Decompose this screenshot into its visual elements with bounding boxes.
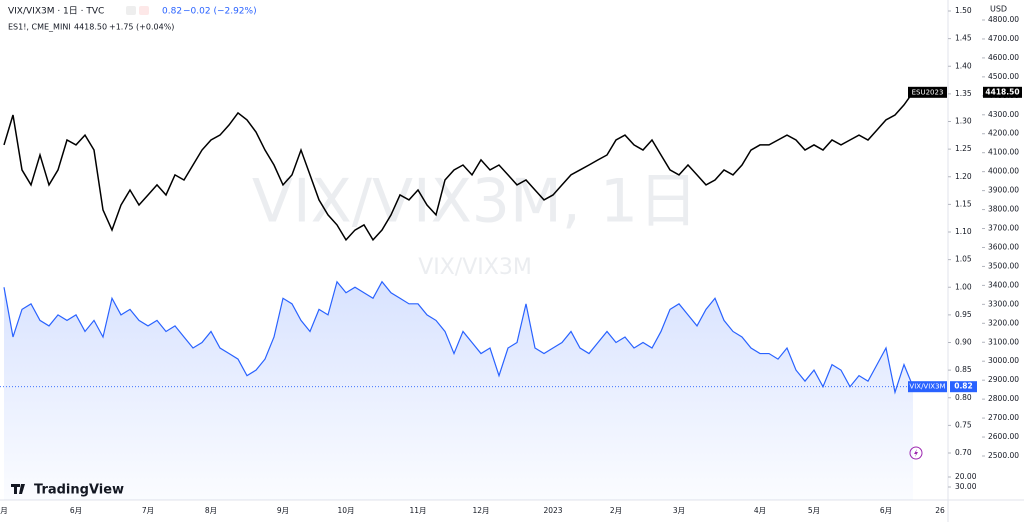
y-tick-label: 1.05 bbox=[955, 255, 972, 264]
x-tick-label: 9月 bbox=[277, 506, 289, 515]
y2-tick-label: 3500.00 bbox=[988, 261, 1019, 270]
y2-tick-label: 4800.00 bbox=[988, 15, 1019, 24]
y-tick-label: 1.45 bbox=[955, 34, 972, 43]
x-tick-label: 26 bbox=[935, 506, 945, 515]
y2-tick-label: 4100.00 bbox=[988, 148, 1019, 157]
plot bbox=[0, 91, 948, 500]
x-tick-label: 6月 bbox=[70, 506, 82, 515]
y-tick-label: 1.40 bbox=[955, 61, 972, 70]
alert-icon[interactable] bbox=[909, 446, 923, 460]
x-tick-label: 2月 bbox=[610, 506, 622, 515]
y3-tick-label: 20.00 bbox=[955, 472, 977, 481]
y2-tick-label: 2900.00 bbox=[988, 375, 1019, 384]
y2-tick-label: 3600.00 bbox=[988, 242, 1019, 251]
alert-bolt bbox=[914, 449, 918, 457]
y2-tick-label: 3800.00 bbox=[988, 205, 1019, 214]
y2-tick-label: 3100.00 bbox=[988, 337, 1019, 346]
watermark-title: VIX/VIX3M, 1日 bbox=[252, 167, 698, 237]
x-tick-label: 6月 bbox=[880, 506, 892, 515]
logo-text: TradingView bbox=[34, 483, 124, 498]
y-tick-label: 1.50 bbox=[955, 6, 972, 15]
y2-tick-label: 4200.00 bbox=[988, 129, 1019, 138]
series-line bbox=[3, 91, 914, 242]
y2-tick-label: 3700.00 bbox=[988, 224, 1019, 233]
x-tick-label: 2023 bbox=[543, 506, 562, 515]
currency-label: USD bbox=[990, 5, 1007, 14]
y2-tick-label: 3900.00 bbox=[988, 186, 1019, 195]
last-value-label: 0.82 bbox=[954, 382, 973, 391]
y2-tick-label: 2500.00 bbox=[988, 451, 1019, 460]
x-tick-label: 4月 bbox=[754, 506, 766, 515]
y-tick-label: 0.75 bbox=[955, 420, 972, 429]
watermark-subtitle: VIX/VIX3M bbox=[418, 255, 532, 280]
y2-tick-label: 4000.00 bbox=[988, 167, 1019, 176]
y3-tick-label: 30.00 bbox=[955, 482, 977, 491]
y2-tick-label: 3000.00 bbox=[988, 356, 1019, 365]
y2-tick-label: 3400.00 bbox=[988, 280, 1019, 289]
y-tick-label: 0.80 bbox=[955, 393, 972, 402]
x-tick-label: 11月 bbox=[409, 506, 426, 515]
y-tick-label: 0.95 bbox=[955, 310, 972, 319]
x-tick-label: 月 bbox=[0, 506, 8, 515]
y-tick-label: 0.85 bbox=[955, 365, 972, 374]
area-fill bbox=[4, 281, 913, 500]
y-tick-label: 1.35 bbox=[955, 89, 972, 98]
series-name-badge bbox=[908, 86, 947, 98]
y2-tick-label: 3200.00 bbox=[988, 318, 1019, 327]
legend-change: −0.02 (−2.92%) bbox=[183, 7, 257, 17]
y-tick-label: 1.25 bbox=[955, 144, 972, 153]
last-value-badge bbox=[950, 381, 977, 393]
x-tick-label: 8月 bbox=[205, 506, 217, 515]
x-tick-label: 7月 bbox=[142, 506, 154, 515]
series-line bbox=[3, 280, 914, 395]
series-name-label: ESU2023 bbox=[912, 88, 944, 96]
series-name-label: VIX/VIX3M bbox=[909, 383, 945, 391]
close-icon[interactable] bbox=[139, 6, 149, 15]
legend-last: 4418.50 bbox=[74, 23, 107, 32]
y-tick-label: 1.15 bbox=[955, 199, 972, 208]
series-name-badge bbox=[908, 381, 947, 393]
y-tick-label: 1.10 bbox=[955, 227, 972, 236]
y-tick-label: 0.70 bbox=[955, 448, 972, 457]
y2-tick-label: 2600.00 bbox=[988, 432, 1019, 441]
y2-tick-label: 4300.00 bbox=[988, 110, 1019, 119]
y-tick-label: 1.00 bbox=[955, 282, 972, 291]
y2-tick-label: 2700.00 bbox=[988, 413, 1019, 422]
x-tick-label: 3月 bbox=[673, 506, 685, 515]
y2-tick-label: 4600.00 bbox=[988, 53, 1019, 62]
eye-icon[interactable] bbox=[126, 6, 136, 15]
y2-tick-label: 2800.00 bbox=[988, 394, 1019, 403]
y2-tick-label: 4500.00 bbox=[988, 72, 1019, 81]
x-tick-label: 10月 bbox=[337, 506, 354, 515]
y2-tick-label: 4700.00 bbox=[988, 34, 1019, 43]
last-value-badge bbox=[983, 86, 1022, 98]
legend-change: +1.75 (+0.04%) bbox=[109, 23, 174, 32]
last-value-label: 4418.50 bbox=[985, 87, 1019, 96]
y-tick-label: 1.20 bbox=[955, 172, 972, 181]
logo-icon bbox=[11, 484, 25, 494]
y2-tick-label: 3300.00 bbox=[988, 299, 1019, 308]
legend-last: 0.82 bbox=[162, 7, 182, 17]
x-tick-label: 5月 bbox=[808, 506, 820, 515]
y-tick-label: 1.30 bbox=[955, 117, 972, 126]
legend-symbol: VIX/VIX3M · 1日 · TVC bbox=[8, 6, 104, 17]
x-tick-label: 12月 bbox=[472, 506, 489, 515]
y-tick-label: 0.90 bbox=[955, 338, 972, 347]
legend-symbol: ES1!, CME_MINI bbox=[8, 23, 71, 32]
